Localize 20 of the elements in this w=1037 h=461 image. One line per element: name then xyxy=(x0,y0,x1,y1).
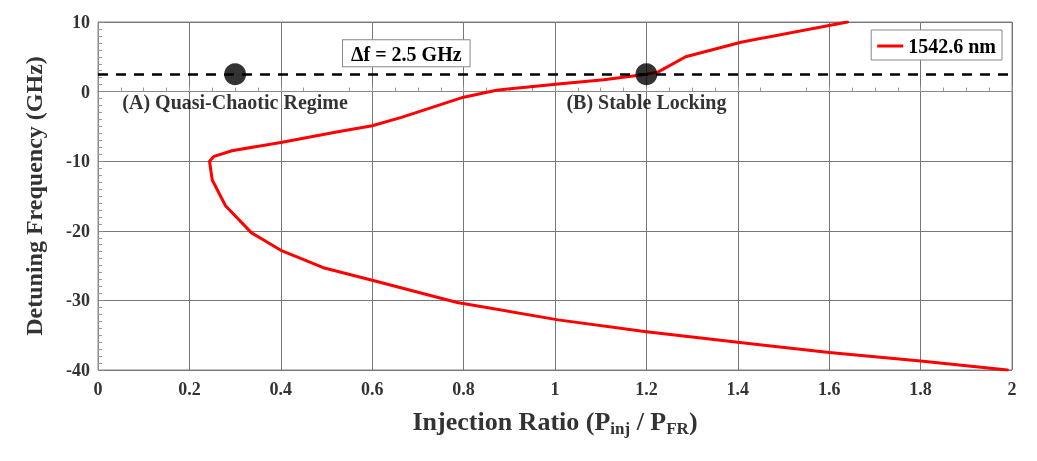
x-tick-label: 1 xyxy=(550,379,560,399)
x-tick-label: 1.2 xyxy=(635,379,658,399)
x-tick-label: 1.4 xyxy=(726,379,750,399)
y-tick-label: -30 xyxy=(66,290,90,311)
x-tick-label: 0 xyxy=(93,379,103,399)
x-tick-label: 0.2 xyxy=(178,379,201,399)
y-tick-label: 0 xyxy=(81,81,90,102)
y-tick-label: -40 xyxy=(66,360,90,380)
x-tick-label: 2 xyxy=(1007,379,1017,399)
ref-line-label: Δf = 2.5 GHz xyxy=(351,43,462,66)
y-tick-label: 10 xyxy=(72,12,90,32)
legend-label: 1542.6 nm xyxy=(908,35,997,57)
y-tick-label: -10 xyxy=(66,151,90,172)
x-tick-label: 1.8 xyxy=(909,379,932,399)
x-tick-label: 0.6 xyxy=(360,379,384,399)
y-axis-title: Detuning Frequency (GHz) xyxy=(21,56,47,336)
y-tick-label: -20 xyxy=(66,220,90,241)
x-tick-label: 0.4 xyxy=(269,379,293,399)
x-tick-label: 1.6 xyxy=(817,379,841,399)
x-tick-label: 0.8 xyxy=(452,379,475,399)
